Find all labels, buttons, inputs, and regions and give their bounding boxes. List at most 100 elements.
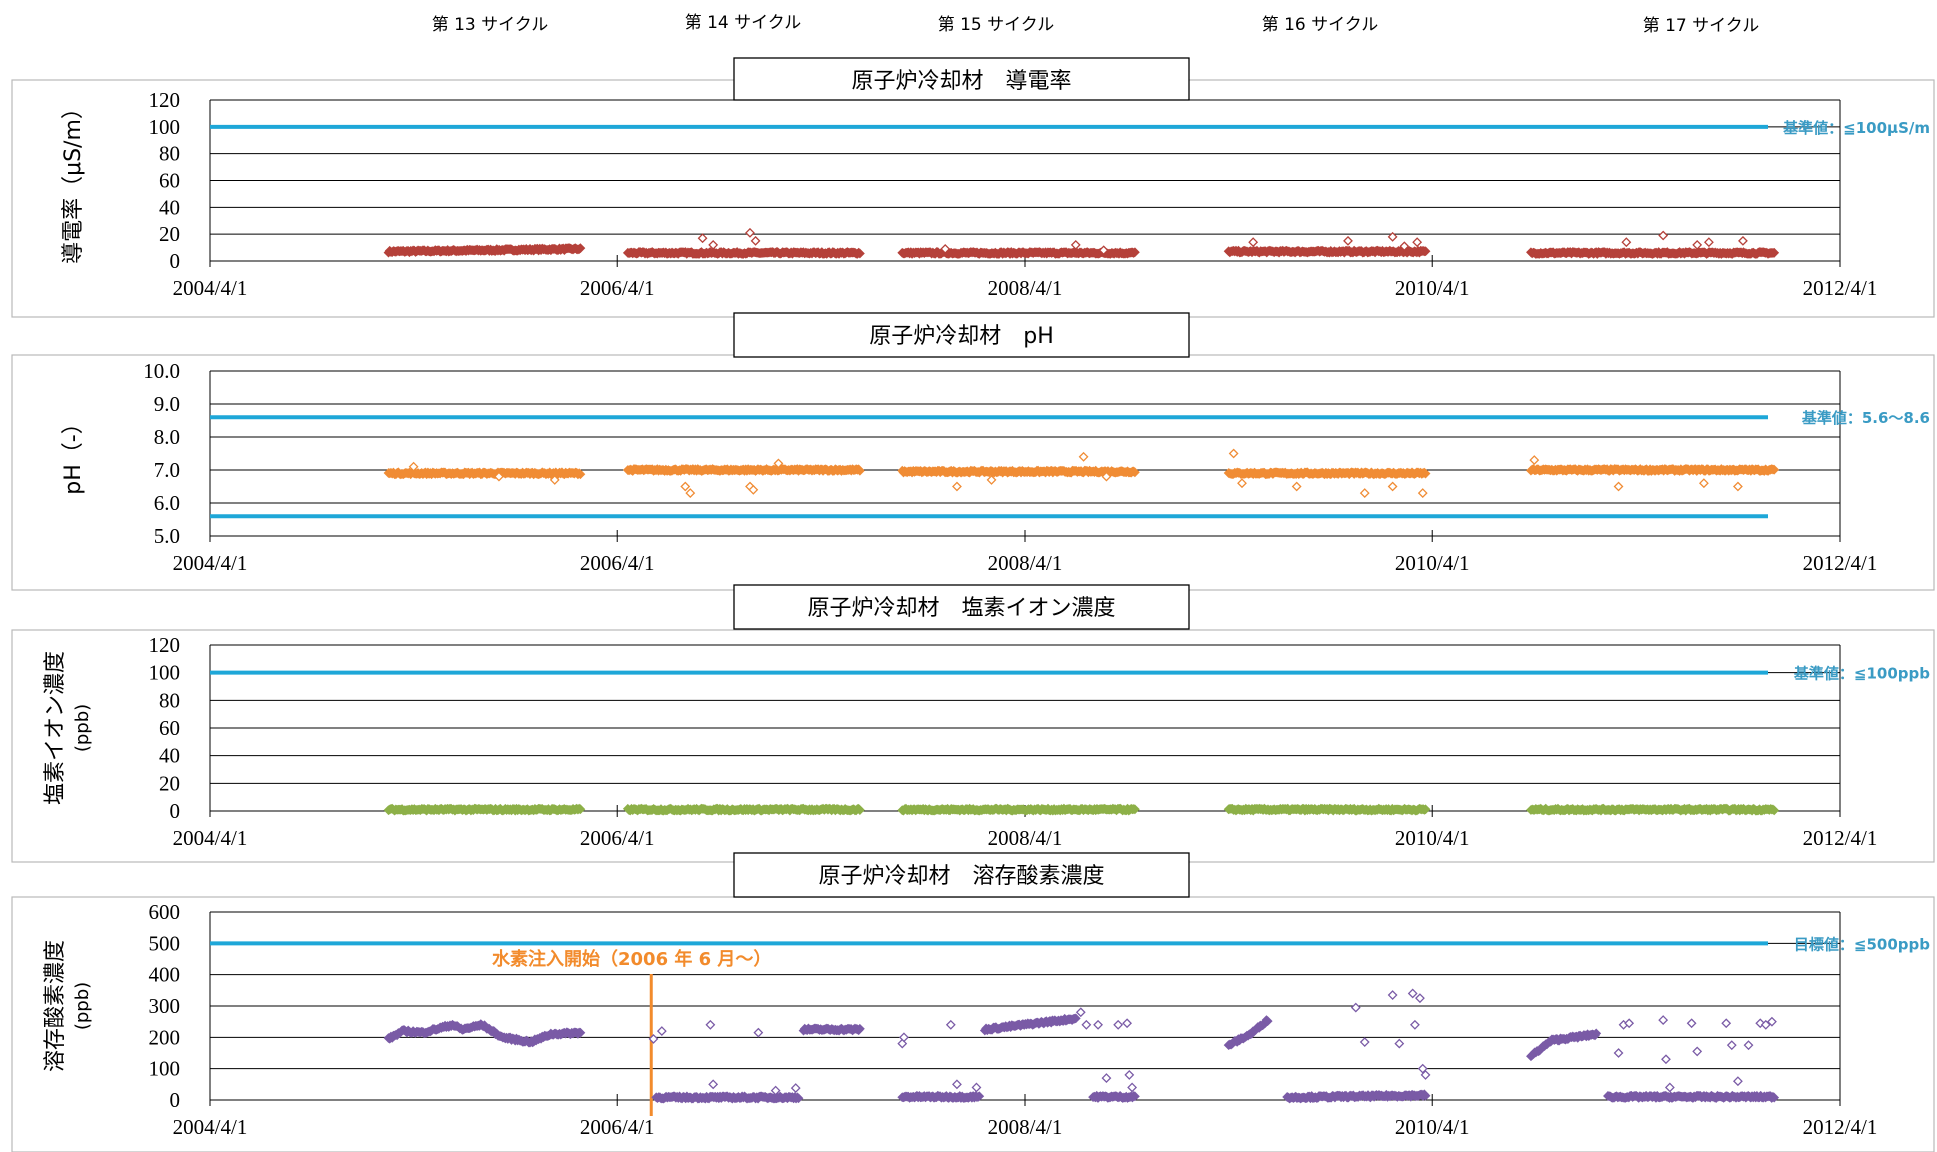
y-tick-label: 8.0 (154, 425, 180, 449)
chart-title-frame (733, 57, 1190, 101)
data-point-outlier (750, 235, 761, 246)
chart-title-box: 原子炉冷却材 塩素イオン濃度 (733, 584, 1190, 630)
data-point (575, 243, 586, 254)
y-tick-label: 120 (149, 88, 181, 112)
data-point-outlier (1359, 488, 1370, 499)
data-point-outlier (1743, 1040, 1754, 1051)
y-tick-label: 500 (149, 931, 181, 955)
data-point-outlier (1098, 245, 1109, 256)
data-point-outlier (753, 1027, 764, 1038)
data-series (383, 448, 1780, 499)
data-point-outlier (708, 1079, 719, 1090)
y-tick-label: 100 (149, 661, 181, 685)
data-point-outlier (1291, 481, 1302, 492)
data-point (793, 1093, 804, 1104)
chart-panel-4: 0 100 200 300 400 500 600 2004/4/1 2006/4/1 2008/… (11, 852, 1935, 1152)
data-point-outlier (986, 474, 997, 485)
data-point (854, 805, 865, 815)
x-tick-label: 2012/4/1 (1803, 276, 1878, 300)
x-tick-label: 2004/4/1 (173, 276, 248, 300)
data-point (1129, 247, 1140, 258)
data-point (1420, 246, 1431, 257)
data-point (1769, 805, 1780, 816)
data-point-outlier (1658, 1015, 1669, 1026)
limit-label: 基準値：≦100ppb (1793, 665, 1930, 683)
data-point-outlier (1529, 455, 1540, 466)
x-tick-label: 2004/4/1 (173, 826, 248, 850)
data-point (1129, 804, 1140, 815)
x-tick-label: 2012/4/1 (1803, 551, 1878, 575)
data-point-outlier (1698, 478, 1709, 489)
x-tick-label: 2008/4/1 (988, 826, 1063, 850)
x-tick-label: 2010/4/1 (1395, 826, 1470, 850)
data-point (1769, 464, 1780, 475)
x-tick-label: 2012/4/1 (1803, 1115, 1878, 1139)
x-tick-label: 2004/4/1 (173, 551, 248, 575)
data-point-outlier (945, 1019, 956, 1030)
annotation-label: 水素注入開始（2006 年 6 月～） (492, 948, 771, 970)
data-point-outlier (1248, 237, 1259, 248)
data-point-outlier (1686, 1018, 1697, 1029)
cycle-label-13: 第 13 サイクル (432, 15, 549, 35)
y-tick-label: 400 (149, 963, 181, 987)
chart-title: 原子炉冷却材 塩素イオン濃度 (807, 596, 1115, 621)
data-point-outlier (705, 1019, 716, 1030)
data-point-outlier (549, 474, 560, 485)
y-tick-label: 0 (170, 799, 181, 823)
data-point-outlier (1343, 235, 1353, 246)
data-point-outlier (1415, 993, 1425, 1004)
data-point-outlier (1387, 231, 1398, 242)
data-point-outlier (1127, 1082, 1138, 1093)
y-tick-label: 600 (149, 900, 181, 924)
data-point-outlier (952, 481, 962, 492)
data-point-outlier (940, 244, 951, 254)
data-point-outlier (1412, 237, 1423, 248)
data-point-outlier (1661, 1054, 1671, 1065)
x-tick-label: 2008/4/1 (988, 551, 1063, 575)
chart-title-box: 原子炉冷却材 pH (733, 312, 1190, 358)
y-tick-label: 60 (159, 169, 180, 193)
cycle-label-15: 第 15 サイクル (938, 15, 1055, 35)
data-point-outlier (773, 458, 784, 469)
data-point-outlier (790, 1083, 801, 1094)
y-axis-label: 溶存酸素濃度 (43, 940, 68, 1072)
y-tick-label: 5.0 (154, 524, 180, 548)
chart-frame (11, 629, 1935, 863)
y-tick-label: 40 (159, 195, 180, 219)
x-tick-label: 2010/4/1 (1395, 551, 1470, 575)
data-point (1420, 468, 1431, 479)
y-tick-label: 10.0 (143, 359, 180, 383)
data-point-outlier (1093, 1019, 1103, 1030)
data-point (575, 804, 586, 815)
data-point-outlier (971, 1082, 982, 1093)
data-point (575, 469, 586, 480)
chart-panel-2: 5.0 6.0 7.0 8.0 9.0 10.0 2004/4/1 2006/4/1 2008/… (11, 312, 1935, 591)
data-point-outlier (1101, 471, 1112, 482)
chart-frame (11, 896, 1935, 1152)
data-point-outlier (656, 1026, 667, 1036)
data-series (383, 988, 1780, 1104)
data-point-outlier (1692, 239, 1703, 250)
data-point-outlier (770, 1085, 781, 1096)
data-series (383, 227, 1780, 259)
y-axis-label: (ppb) (72, 704, 93, 752)
data-point-outlier (1417, 488, 1428, 499)
data-point-outlier (1113, 1019, 1124, 1030)
data-point-outlier (1733, 1076, 1743, 1087)
data-point-outlier (1237, 478, 1247, 489)
data-point-outlier (952, 1079, 962, 1090)
data-point-outlier (648, 1033, 659, 1044)
chart-title: 原子炉冷却材 導電率 (851, 69, 1071, 94)
data-point-outlier (1122, 1018, 1132, 1029)
data-point-outlier (1359, 1037, 1370, 1047)
chart-panel-3: 0 20 40 60 80 100 120 2004/4/1 2006/4/1 2008/4/1 2… (11, 584, 1935, 863)
data-point-outlier (745, 227, 755, 238)
cycle-label-14: 第 14 サイクル (685, 13, 802, 33)
y-tick-label: 6.0 (154, 491, 180, 515)
data-point-outlier (1350, 1002, 1361, 1013)
y-tick-label: 60 (159, 716, 180, 740)
data-point-outlier (1613, 481, 1624, 492)
data-point-outlier (1658, 230, 1669, 241)
